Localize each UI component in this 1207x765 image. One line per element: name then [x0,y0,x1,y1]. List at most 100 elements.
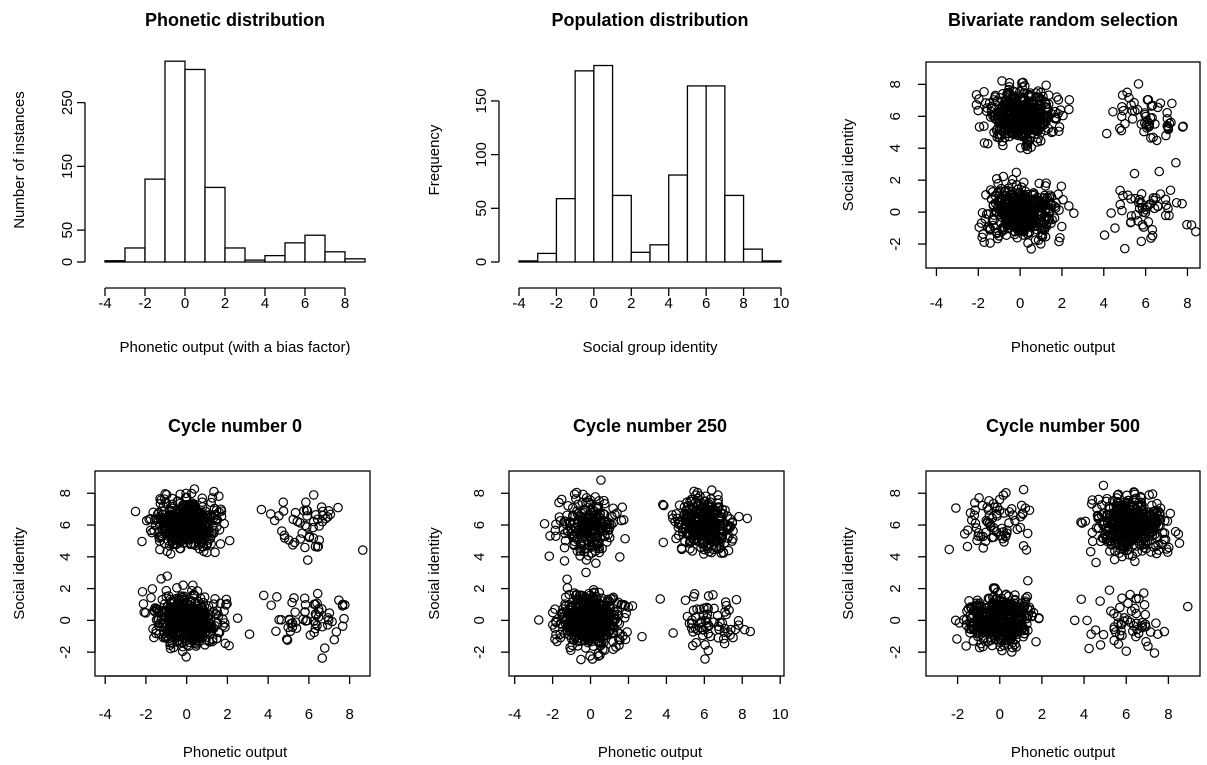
scatter-point [620,533,630,544]
scatter-point [604,532,615,543]
x-tick-label: -2 [139,706,152,723]
chart-title: Bivariate random selection [948,10,1178,30]
scatter-point [182,640,192,651]
scatter-point [998,490,1009,500]
scatter-point [578,489,588,500]
scatter-point [1055,232,1065,243]
scatter-point [1029,213,1040,223]
y-tick-label: -2 [57,645,74,658]
scatter-point [610,509,620,520]
scatter-point [1053,108,1063,119]
scatter-point [1017,204,1028,215]
scatter-point [163,613,173,623]
scatter-point [1152,629,1163,639]
x-tick-label: -2 [550,295,563,312]
scatter-point [700,654,710,664]
scatter-point [973,531,983,541]
chart-panel-2: Population distribution Social group iden… [426,10,789,356]
scatter-point [974,122,985,132]
scatter-point [602,630,612,640]
scatter-point [1004,95,1014,105]
scatter-point [564,589,575,600]
scatter-point [562,526,573,537]
scatter-point [1106,606,1116,616]
scatter-point [981,209,992,219]
scatter-point [1087,536,1098,547]
scatter-point [554,497,564,508]
y-tick-label: 150 [59,154,76,179]
plot-frame [508,470,785,677]
scatter-point [681,506,692,517]
scatter-point [734,511,744,522]
scatter-point [1087,495,1098,505]
scatter-point [1114,548,1125,558]
scatter-point [1076,517,1086,527]
scatter-point [1131,608,1141,619]
scatter-point [554,512,565,522]
scatter-point [1004,87,1015,98]
scatter-point [180,594,190,604]
scatter-point [340,600,350,610]
scatter-point [155,498,166,509]
scatter-point [952,634,962,644]
scatter-point [977,232,987,243]
scatter-point [1004,197,1015,208]
scatter-point [1182,219,1192,230]
scatter-point [172,583,182,593]
scatter-point [1151,618,1161,628]
scatter-point [658,500,669,511]
scatter-point [695,618,706,629]
scatter-point [1040,181,1051,191]
scatter-point [594,495,604,506]
scatter-point [680,595,691,606]
scatter-point [966,613,976,624]
scatter-point [195,631,206,642]
scatter-point [1093,513,1103,524]
histogram-bar [284,242,306,263]
scatter-point [1137,617,1147,628]
scatter-point [658,499,668,510]
scatter-point [1002,89,1012,99]
scatter-point [989,584,1000,594]
scatter-point [312,598,322,609]
scatter-point [1138,518,1148,528]
scatter-point [1129,168,1140,179]
scatter-point [1028,607,1039,618]
scatter-point [181,492,192,503]
x-tick-label: 2 [221,295,229,312]
scatter-point [1026,142,1036,153]
scatter-point [210,608,220,619]
scatter-point [334,595,344,605]
scatter-point [284,615,295,625]
scatter-point [1171,157,1181,168]
scatter-point [1136,528,1147,539]
scatter-point [193,628,204,639]
scatter-point [1002,631,1012,641]
scatter-point [592,622,603,633]
scatter-point [700,615,711,626]
scatter-point [1147,489,1158,499]
scatter-point [1116,512,1127,523]
scatter-point [310,623,321,634]
scatter-point [961,614,972,625]
scatter-point [295,534,306,544]
scatter-point [996,112,1007,123]
scatter-point [990,109,1001,120]
scatter-point [691,534,702,544]
scatter-point [571,487,582,498]
x-tick-label: 0 [181,295,189,312]
scatter-point [1136,236,1147,247]
scatter-point [324,608,335,618]
scatter-point [1053,126,1064,137]
scatter-point [998,140,1008,151]
scatter-point [1153,520,1164,531]
scatter-point [1165,508,1176,519]
scatter-point [733,615,744,626]
scatter-point [302,555,313,565]
y-tick-label: 0 [59,258,76,266]
scatter-point [220,622,230,632]
x-tick-label: 6 [301,295,309,312]
histogram-bar [724,194,745,263]
scatter-point [980,617,991,627]
scatter-point [690,623,701,634]
